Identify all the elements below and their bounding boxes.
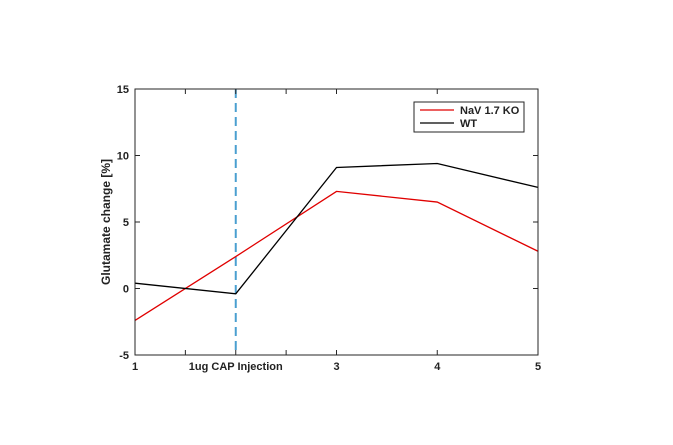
legend-box: [413, 101, 525, 133]
y-tick-label: 5: [123, 217, 129, 229]
legend-label: NaV 1.7 KO: [460, 105, 520, 117]
y-tick-label: 15: [117, 84, 129, 96]
series-line-nav-1-7-ko: [134, 190, 539, 321]
plot-area: [135, 89, 538, 355]
y-axis-label: Glutamate change [%]: [99, 159, 113, 285]
y-tick-label: -5: [119, 350, 129, 362]
series-line-wt: [134, 162, 539, 295]
chart-marks: [134, 89, 539, 355]
x-tick-label: 1: [132, 361, 138, 373]
axes: -5 0 5 10 15 1 1ug CAP Injection 3 4 5: [117, 84, 541, 373]
x-tick-label: 1ug CAP Injection: [189, 361, 283, 373]
x-tick-label: 5: [535, 361, 541, 373]
y-tick-label: 10: [117, 151, 129, 163]
x-tick-label: 3: [333, 361, 339, 373]
legend-label: WT: [460, 118, 477, 130]
x-tick-label: 4: [434, 361, 441, 373]
y-tick-label: 0: [123, 284, 129, 296]
